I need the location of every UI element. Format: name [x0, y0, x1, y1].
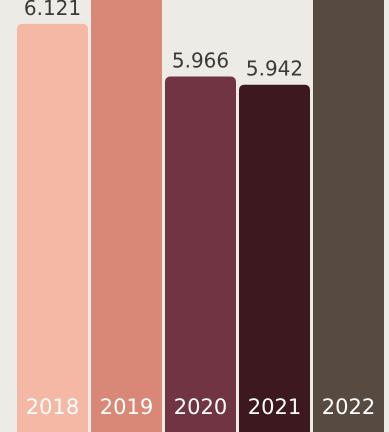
tick-label-2022: 2022	[322, 395, 375, 419]
bar-2020	[165, 76, 236, 432]
tick-labels-group: 2018 2019 2020 2021 2022	[26, 395, 375, 419]
bar-2018	[17, 23, 88, 432]
tick-label-2019: 2019	[100, 395, 153, 419]
tick-label-2018: 2018	[26, 395, 79, 419]
tick-label-2020: 2020	[174, 395, 227, 419]
value-label-2020: 5.966	[172, 49, 229, 73]
tick-label-2021: 2021	[248, 395, 301, 419]
bar-2021	[239, 84, 310, 432]
value-label-2018: 6.121	[24, 0, 81, 20]
bar-2022	[313, 0, 384, 432]
bar-2019	[91, 0, 162, 432]
value-label-2021: 5.942	[246, 57, 303, 81]
bars-group	[17, 0, 384, 432]
